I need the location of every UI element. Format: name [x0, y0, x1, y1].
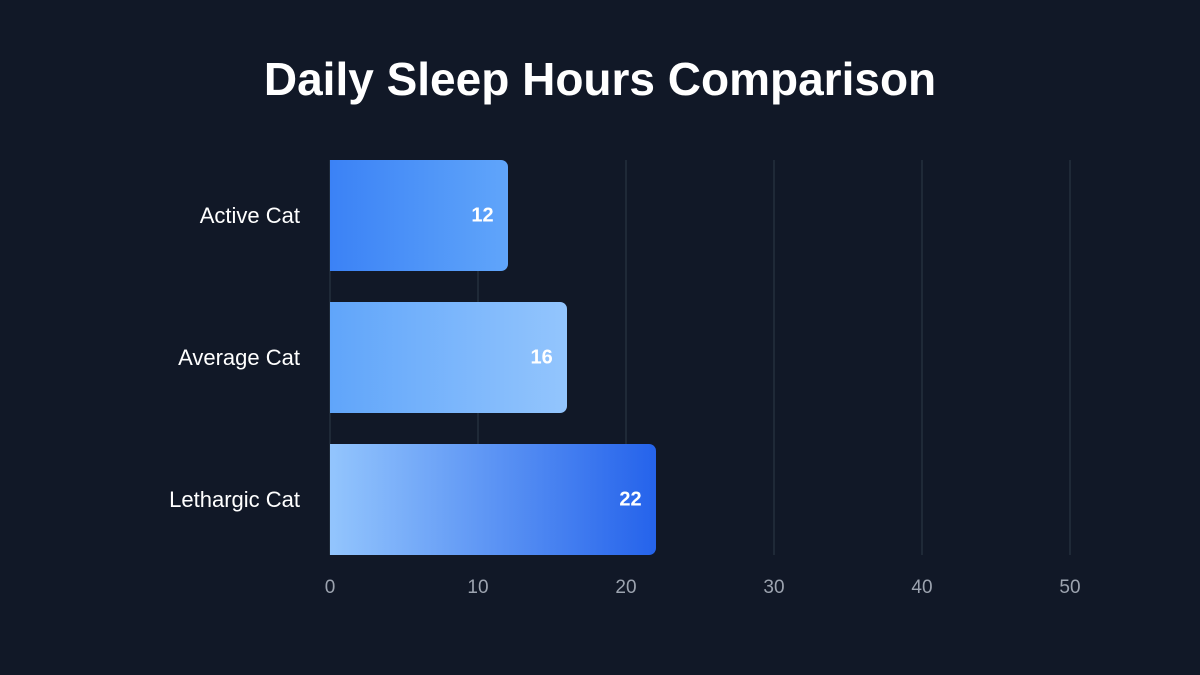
x-tick-label: 0: [324, 577, 336, 598]
category-label: Lethargic Cat: [169, 487, 300, 512]
bar-value-label: 16: [530, 346, 553, 368]
x-tick-label: 20: [615, 577, 637, 598]
x-tick-label: 40: [911, 577, 933, 598]
bar: 22: [330, 444, 656, 555]
bar-value-label: 12: [471, 204, 494, 226]
gridline: [773, 160, 775, 555]
bar-value-label: 22: [619, 488, 642, 510]
gridline: [921, 160, 923, 555]
chart-title: Daily Sleep Hours Comparison: [263, 53, 937, 105]
gridline: [1069, 160, 1071, 555]
x-tick-label: 50: [1059, 577, 1081, 598]
bar: 12: [330, 160, 508, 271]
bar: 16: [330, 302, 567, 413]
category-label: Average Cat: [178, 345, 300, 370]
category-label: Active Cat: [199, 203, 300, 228]
gridline: [625, 160, 627, 555]
x-tick-label: 30: [763, 577, 785, 598]
x-tick-label: 10: [467, 577, 489, 598]
